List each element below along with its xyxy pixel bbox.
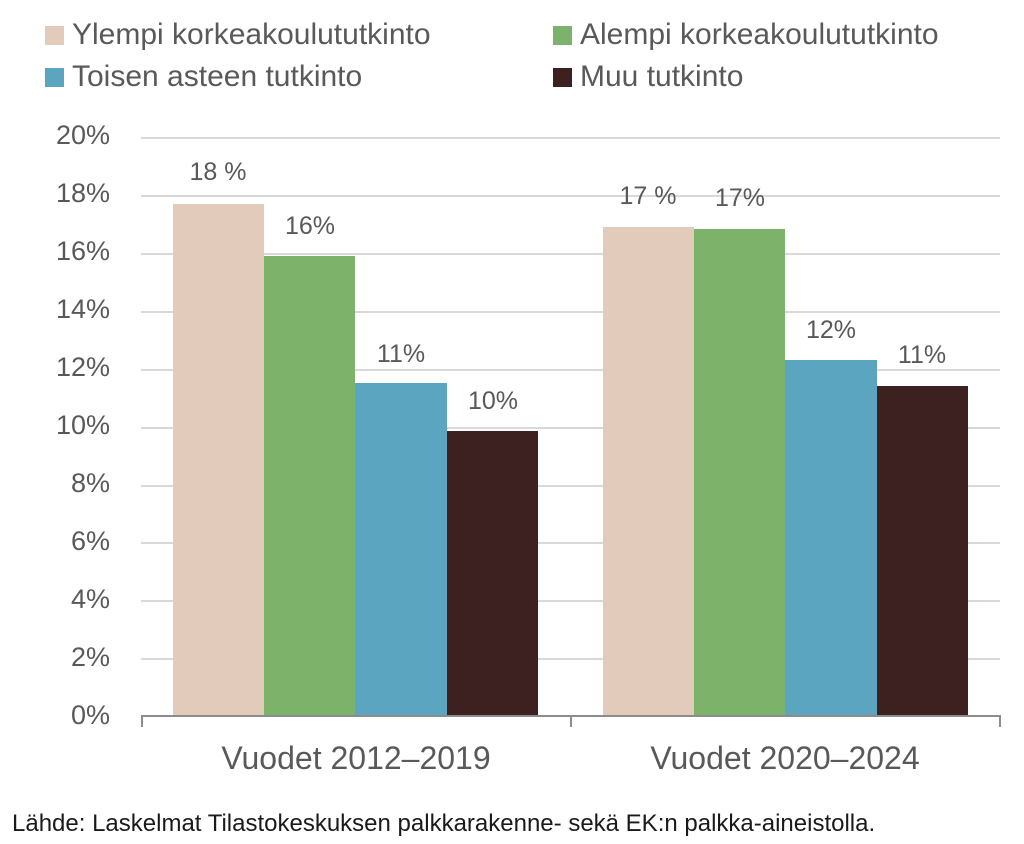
value-label: 17 % (619, 182, 677, 210)
bar-ylempi-2020-2024 (603, 227, 694, 716)
y-tick-label: 8% (70, 468, 110, 498)
x-axis-tick (141, 715, 143, 727)
legend-item-alempi: Alempi korkeakoulututkinto (553, 18, 939, 52)
value-label: 16% (284, 212, 336, 240)
y-tick-label: 12% (55, 352, 110, 382)
bar-ylempi-2012-2019 (173, 204, 264, 716)
bar-toisen-2012-2019 (355, 383, 447, 716)
legend-label: Toisen asteen tutkinto (72, 60, 363, 93)
gridline (141, 311, 1000, 313)
y-tick-label: 6% (70, 526, 110, 556)
gridline (141, 369, 1000, 371)
bar-alempi-2012-2019 (264, 256, 355, 716)
gridline (141, 195, 1000, 197)
y-tick-label: 20% (55, 120, 110, 150)
legend-item-toisen: Toisen asteen tutkinto (45, 60, 362, 94)
y-tick-label: 4% (70, 584, 110, 614)
value-label: 11% (897, 341, 947, 369)
legend-item-ylempi: Ylempi korkeakoulututkinto (45, 18, 431, 52)
y-tick-label: 14% (55, 294, 110, 324)
x-category-label: Vuodet 2020–2024 (650, 740, 920, 776)
gridline (141, 427, 1000, 429)
x-axis-tick (999, 715, 1001, 727)
y-tick-label: 10% (55, 410, 110, 440)
source-note: Lähde: Laskelmat Tilastokeskuksen palkka… (12, 810, 876, 837)
bar-alempi-2020-2024 (694, 229, 785, 716)
bar-muu-2020-2024 (877, 386, 968, 716)
y-tick-label: 16% (55, 236, 110, 266)
bar-toisen-2020-2024 (785, 360, 877, 716)
y-tick-label: 2% (70, 642, 110, 672)
x-axis-tick (570, 715, 572, 727)
legend-swatch-icon (553, 25, 572, 45)
y-tick-label: 18% (55, 178, 110, 208)
value-label: 12% (805, 316, 857, 344)
gridline (141, 658, 1000, 660)
value-label: 17% (714, 184, 766, 212)
legend-swatch-icon (45, 25, 64, 45)
legend-swatch-icon (553, 67, 572, 87)
x-category-label: Vuodet 2012–2019 (221, 740, 491, 776)
gridline (141, 253, 1000, 255)
legend-label: Muu tutkinto (580, 60, 744, 93)
value-label: 11% (376, 340, 426, 368)
y-tick-label: 0% (70, 700, 110, 730)
gridline (141, 600, 1000, 602)
value-label: 10% (467, 387, 519, 415)
legend-swatch-icon (45, 67, 64, 87)
value-label: 18 % (189, 158, 247, 186)
bar-muu-2012-2019 (447, 431, 538, 716)
legend-label: Ylempi korkeakoulututkinto (72, 18, 431, 51)
gridline (141, 542, 1000, 544)
legend-item-muu: Muu tutkinto (553, 60, 743, 94)
gridline (141, 137, 1000, 139)
gridline (141, 485, 1000, 487)
legend-label: Alempi korkeakoulututkinto (580, 18, 939, 51)
